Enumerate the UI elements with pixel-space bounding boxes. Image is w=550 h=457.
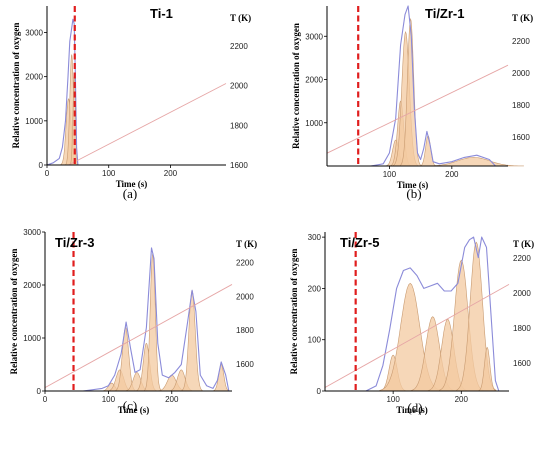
x-tick-label: 200 [165,395,179,404]
y-tick-label: 200 [308,284,322,293]
y-axis-label: Relative concentration of oxygen [291,23,301,149]
y-tick-label: 0 [37,387,42,396]
y2-tick-label: 1800 [236,326,254,335]
y-tick-label: 3000 [23,228,41,237]
y2-tick-label: 2000 [236,292,254,301]
temperature-line [68,83,227,166]
y-axis-label: Relative concentration of oxygen [289,249,299,375]
y-tick-label: 1000 [23,334,41,343]
x-tick-label: 200 [455,395,469,404]
temperature-line [326,64,509,154]
chart-panel-1: 0 100 20001000200030001600180020002200Time… [11,6,251,201]
fit-peak [478,346,497,392]
y-tick-label: 2000 [25,73,43,82]
x-axis-label: Time (s) [118,405,150,415]
y-tick-label: 0 [317,387,322,396]
panel-label: (d) [407,400,422,415]
y-tick-label: 1000 [25,117,43,126]
chart-title: Ti/Zr-5 [340,235,380,250]
chart-title: Ti-1 [150,6,173,21]
y2-tick-label: 1800 [512,101,530,110]
x-tick-label: 200 [445,170,459,179]
y-tick-label: 100 [308,336,322,345]
x-tick-label: 100 [102,169,116,178]
y-tick-label: 2000 [305,76,323,85]
x-tick-label: 100 [386,395,400,404]
envelope-curve [82,247,230,392]
y-axis-label: Relative concentration of oxygen [9,249,19,375]
panel-label: (c) [123,398,137,413]
y2-tick-label: 2000 [512,69,530,78]
y2-axis-label: T (K) [230,13,251,23]
y2-axis-label: T (K) [512,13,533,23]
x-axis-label: Time (s) [397,180,429,190]
y2-tick-label: 1600 [236,360,254,369]
x-axis-label: Time (s) [396,405,428,415]
envelope-curve [365,236,500,392]
y2-tick-label: 2200 [236,258,254,267]
y-tick-label: 3000 [305,32,323,41]
y2-tick-label: 2200 [230,42,248,51]
y-tick-label: 1000 [305,119,323,128]
y-tick-label: 2000 [23,281,41,290]
fit-peak [423,157,524,167]
chart-panel-3: 0 100 20001000200030001600180020002200Time… [9,228,257,415]
panel-label: (b) [406,186,421,201]
y-tick-label: 300 [308,233,322,242]
y2-axis-label: T (K) [513,239,534,249]
x-tick-label: 100 [383,170,397,179]
y2-tick-label: 1600 [513,359,531,368]
y-axis-label: Relative concentration of oxygen [11,23,21,149]
y2-tick-label: 1600 [512,133,530,142]
chart-title: Ti/Zr-3 [55,235,95,250]
fit-peak [212,364,230,392]
x-axis-label: Time (s) [116,179,148,189]
y2-tick-label: 2200 [512,37,530,46]
x-tick-label: 200 [164,169,178,178]
y2-tick-label: 1600 [230,161,248,170]
y2-tick-label: 2000 [513,289,531,298]
y2-tick-label: 1800 [513,324,531,333]
envelope-curve [370,5,496,167]
y-tick-label: 3000 [25,29,43,38]
y2-tick-label: 1800 [230,121,248,130]
y-tick-label: 0 [39,161,44,170]
y2-tick-label: 2000 [230,82,248,91]
panel-label: (a) [123,186,137,201]
chart-panel-2: 100 200 1000 2000 3000 1600 1800 2000 2200 Time (… [291,5,533,201]
x-tick-label: 100 [102,395,116,404]
temperature-line [44,284,233,389]
x-tick-label: 0 [43,395,48,404]
y2-tick-label: 2200 [513,254,531,263]
x-tick-label: 0 [45,169,50,178]
y2-axis-label: T (K) [236,239,257,249]
chart-title: Ti/Zr-1 [425,6,465,21]
